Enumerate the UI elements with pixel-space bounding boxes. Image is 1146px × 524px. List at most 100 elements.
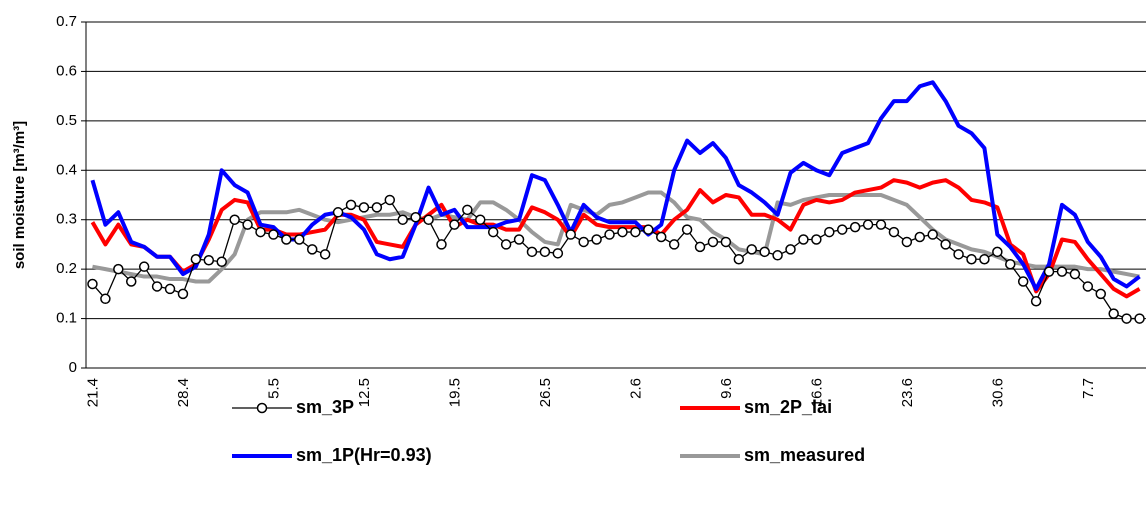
data-point [591, 234, 602, 245]
data-point [384, 194, 396, 206]
data-point [1082, 281, 1094, 292]
data-point [410, 211, 421, 223]
data-point [888, 226, 900, 238]
legend-label: sm_3P [296, 397, 354, 417]
y-tick-label: 0.5 [56, 112, 77, 129]
data-point [849, 221, 861, 233]
data-point [681, 224, 693, 235]
data-point [811, 234, 822, 245]
y-tick-label: 0.6 [56, 62, 77, 79]
data-point [436, 239, 447, 250]
data-point [294, 234, 305, 245]
data-point [306, 244, 318, 255]
data-point [992, 246, 1003, 258]
x-tick-label: 30.6 [989, 378, 1006, 407]
data-point [319, 249, 331, 260]
data-point [785, 244, 796, 255]
legend-label: sm_measured [744, 445, 865, 465]
legend-label: sm_1P(Hr=0.93) [296, 445, 432, 465]
data-point [397, 214, 408, 225]
data-point [281, 234, 292, 245]
data-point [1017, 276, 1029, 287]
data-point [617, 226, 628, 238]
data-point [604, 229, 615, 240]
data-point [552, 248, 564, 259]
data-point [229, 214, 240, 225]
x-tick-label: 9.6 [718, 378, 735, 399]
data-point [694, 241, 706, 253]
series-line [92, 190, 1140, 284]
y-tick-label: 0.7 [56, 13, 77, 30]
data-point [462, 204, 473, 216]
data-point [164, 283, 176, 295]
data-point [643, 224, 654, 235]
y-tick-label: 0.1 [56, 310, 77, 327]
x-tick-label: 7.7 [1080, 378, 1097, 399]
x-tick-label: 2.6 [627, 378, 644, 399]
data-point [539, 246, 551, 258]
data-point [125, 276, 137, 287]
legend: sm_3P sm_2P_lai sm_1P(Hr=0.93) sm_measured [232, 397, 865, 465]
data-point [655, 231, 667, 243]
data-point [177, 288, 189, 300]
data-point [772, 250, 783, 261]
data-point [500, 239, 512, 250]
x-tick-label: 5.5 [265, 378, 282, 399]
data-point [875, 219, 887, 230]
data-point [862, 219, 874, 230]
legend-label: sm_2P_lai [744, 397, 832, 417]
y-tick-label: 0.4 [56, 161, 77, 178]
y-tick-label: 0 [69, 359, 77, 376]
data-point [940, 239, 951, 250]
data-point [565, 229, 577, 240]
x-tick-label: 19.5 [446, 378, 463, 407]
data-point [526, 246, 538, 258]
data-point [513, 234, 525, 245]
data-point [824, 226, 835, 238]
data-point [707, 236, 719, 248]
data-point [746, 244, 757, 255]
data-point [979, 254, 990, 265]
data-point [138, 261, 150, 272]
data-point [1043, 266, 1055, 277]
data-point [87, 278, 98, 290]
data-point [487, 226, 499, 238]
data-point [1121, 313, 1132, 324]
data-point [1134, 313, 1145, 324]
x-tick-label: 28.4 [175, 378, 192, 407]
data-point [1095, 288, 1107, 300]
data-point [733, 254, 745, 265]
x-tick-label: 16.6 [808, 378, 825, 407]
data-point [668, 239, 680, 250]
data-point [914, 231, 926, 243]
data-point [190, 254, 202, 265]
legend-marker [256, 402, 268, 414]
series-line [91, 199, 1140, 320]
series-line [90, 178, 1141, 299]
data-point [1030, 296, 1042, 307]
data-point [836, 224, 848, 235]
data-point [332, 207, 344, 218]
series-line [90, 80, 1141, 291]
data-point [630, 226, 641, 238]
data-point [1069, 268, 1081, 280]
data-point [100, 293, 111, 305]
x-tick-label: 21.4 [84, 378, 101, 407]
data-point [423, 214, 434, 225]
data-point [798, 234, 809, 245]
data-point [759, 246, 770, 258]
data-point [901, 236, 913, 248]
y-tick-label: 0.2 [56, 260, 77, 277]
x-tick-label: 12.5 [356, 378, 373, 407]
data-point [371, 202, 383, 213]
data-point [1056, 266, 1068, 277]
data-point [1108, 308, 1119, 319]
y-tick-label: 0.3 [56, 211, 77, 228]
data-point [203, 254, 215, 266]
data-point [449, 219, 460, 230]
data-point [242, 219, 253, 230]
data-point [475, 214, 486, 225]
data-point [1005, 258, 1016, 270]
data-point [966, 254, 977, 265]
